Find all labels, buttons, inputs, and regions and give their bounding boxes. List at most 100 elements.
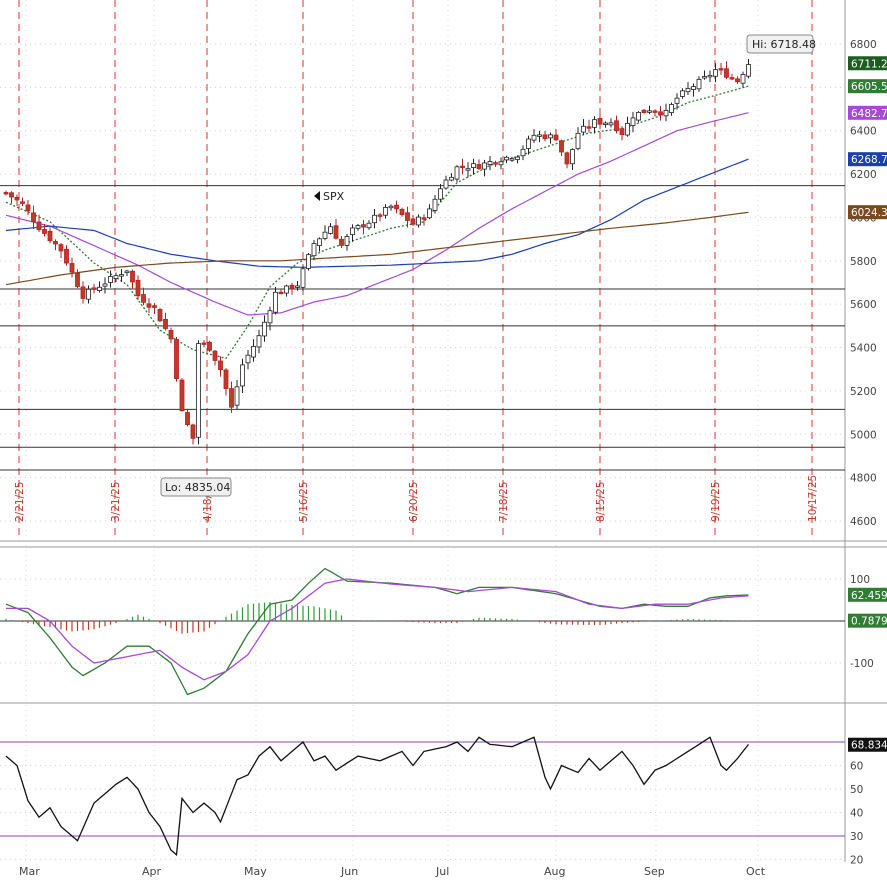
candle-body (487, 161, 493, 165)
candle-body (388, 205, 394, 209)
candle-body (581, 125, 586, 133)
candle-body (218, 360, 223, 371)
candle-body (647, 110, 652, 113)
candle-body (696, 78, 702, 90)
hi-annotation-box (746, 34, 814, 54)
value-tag: 6024.3 (851, 207, 887, 219)
value-tag: 6268.7 (851, 154, 887, 166)
candle-body (223, 369, 229, 389)
candle-body (278, 291, 284, 295)
value-tag: 6482.7 (851, 108, 887, 120)
candle-body (399, 208, 405, 215)
candle-body (273, 291, 278, 313)
month-label: Jul (435, 865, 449, 878)
candle-body (438, 188, 443, 200)
candle-body (515, 156, 520, 160)
y-tick-label: 5600 (850, 299, 877, 311)
candle-body (58, 244, 64, 252)
y-tick-label: 5200 (850, 386, 877, 398)
value-tag-bg (848, 613, 887, 628)
candle-body (685, 87, 691, 93)
candle-body (674, 97, 680, 104)
candle-body (740, 74, 746, 84)
candle-body (421, 217, 427, 220)
value-tag-bg (848, 737, 887, 752)
date-marker-label: 7/18/25 (498, 482, 510, 522)
candle-body (636, 111, 641, 121)
rsi-line (5, 736, 750, 857)
ma-brown-line (5, 211, 749, 286)
candle-body (14, 196, 20, 201)
candle-body (405, 212, 410, 221)
candle-body (432, 198, 438, 211)
candle-body (658, 111, 663, 116)
value-tag: 62.459 (851, 590, 887, 602)
candle-body (212, 350, 218, 361)
lo-annotation: Lo: 4835.04 (165, 481, 230, 494)
candle-body (531, 134, 537, 141)
rsi-tick-label: 50 (850, 784, 863, 796)
candle-body (630, 117, 636, 126)
month-label: May (244, 865, 267, 878)
spx-marker-icon (314, 191, 320, 201)
candle-body (174, 339, 179, 379)
candle-body (526, 138, 531, 149)
y-tick-label: 4600 (850, 516, 877, 528)
candle-body (460, 165, 465, 168)
candle-body (179, 379, 185, 412)
candle-body (234, 386, 240, 406)
candle-body (570, 149, 575, 165)
candle-body (267, 310, 273, 324)
candle-body (663, 110, 669, 117)
candle-body (42, 229, 47, 234)
candle-body (575, 132, 581, 150)
candle-body (300, 268, 306, 288)
value-tag-bg (848, 105, 887, 120)
candle-body (245, 354, 251, 364)
candle-body (339, 238, 344, 246)
date-marker-label: 3/21/25 (110, 482, 122, 522)
candle-body (614, 120, 619, 132)
date-marker-label: 9/19/25 (710, 482, 722, 522)
hi-annotation: Hi: 6718.48 (752, 38, 816, 51)
y-tick-label: 5000 (850, 429, 877, 441)
month-label: Jun (340, 865, 358, 878)
y-tick-label: 4800 (850, 473, 877, 485)
candle-body (592, 119, 597, 128)
candle-body (537, 134, 542, 137)
month-label: Aug (544, 865, 565, 878)
candle-body (520, 148, 526, 157)
candle-body (625, 122, 630, 136)
candle-body (80, 286, 86, 299)
candle-body (124, 270, 130, 274)
y-tick-label: 6800 (850, 39, 877, 51)
candle-body (619, 128, 625, 135)
candle-body (691, 86, 696, 90)
candle-body (306, 254, 311, 269)
candle-body (449, 176, 454, 181)
ma-green-stepped-line (5, 85, 749, 360)
candle-body (361, 224, 366, 228)
candle-body (394, 204, 399, 210)
candle-body (559, 140, 564, 153)
candle-body (207, 341, 212, 351)
lo-annotation-box (160, 477, 232, 497)
candle-body (141, 294, 146, 303)
candle-body (702, 76, 707, 79)
value-tag-bg (848, 152, 887, 167)
candle-body (548, 134, 553, 139)
candle-body (542, 134, 548, 140)
candle-body (102, 283, 108, 287)
value-tag: 0.7879 (851, 616, 887, 628)
candle-body (586, 126, 592, 129)
value-tag: 68.834 (851, 740, 887, 752)
candle-body (157, 309, 163, 322)
value-tag: 6711.2 (851, 58, 887, 70)
candle-body (718, 68, 724, 71)
candle-body (427, 208, 432, 219)
candle-body (729, 77, 735, 80)
candle-body (229, 388, 234, 408)
rsi-tick-label: 60 (850, 761, 863, 773)
